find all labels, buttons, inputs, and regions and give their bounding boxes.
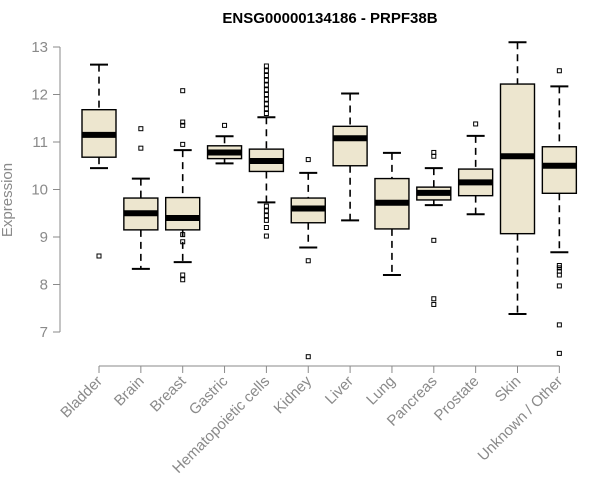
outlier-point xyxy=(431,149,437,155)
outlier-point xyxy=(263,82,269,88)
y-tick-label: 8 xyxy=(40,277,48,294)
chart-title: ENSG00000134186 - PRPF38B xyxy=(222,10,437,27)
outlier-point xyxy=(556,322,562,328)
outlier-point xyxy=(556,283,562,289)
x-tick-label: Bladder xyxy=(57,373,106,422)
outlier-point xyxy=(180,119,186,125)
outlier-point xyxy=(180,272,186,278)
box-rect xyxy=(541,146,578,194)
outlier-point xyxy=(263,217,269,223)
y-tick-label: 13 xyxy=(31,39,48,56)
outlier-point xyxy=(556,263,562,268)
outlier-point xyxy=(96,253,102,259)
outlier-point xyxy=(556,268,562,274)
outlier-point xyxy=(305,157,311,163)
box-breast xyxy=(164,88,201,283)
x-tick-label: Skin xyxy=(492,373,525,406)
y-tick-label: 9 xyxy=(40,229,48,246)
x-tick-label: Breast xyxy=(147,372,190,415)
boxes-group xyxy=(81,41,578,360)
outlier-point xyxy=(263,77,269,83)
outlier-point xyxy=(263,225,269,230)
y-tick-label: 12 xyxy=(31,87,48,104)
outlier-point xyxy=(556,68,562,74)
box-liver xyxy=(332,92,368,222)
outlier-point xyxy=(263,68,269,74)
outlier-point xyxy=(305,258,311,264)
y-axis-label: Expression xyxy=(0,163,16,237)
box-pancreas xyxy=(416,149,452,307)
y-tick-label: 11 xyxy=(32,134,48,151)
outlier-point xyxy=(138,126,144,132)
outlier-point xyxy=(180,141,186,147)
outlier-point xyxy=(263,63,269,69)
box-prostate xyxy=(457,121,494,216)
box-rect xyxy=(332,125,368,167)
x-tick-label: Lung xyxy=(363,373,399,409)
box-gastric xyxy=(206,122,243,165)
outlier-point xyxy=(263,92,269,97)
y-tick-label: 10 xyxy=(31,182,48,199)
outlier-point xyxy=(556,350,562,356)
box-rect xyxy=(164,196,201,231)
box-lung xyxy=(374,151,410,276)
box-bladder xyxy=(81,63,117,259)
outlier-point xyxy=(263,213,269,219)
outlier-point xyxy=(263,73,269,78)
box-unknown-other xyxy=(541,68,578,356)
box-skin xyxy=(499,41,536,315)
outlier-point xyxy=(263,233,269,239)
outlier-point xyxy=(138,145,144,151)
x-tick-label: Prostate xyxy=(431,373,483,425)
box-brain xyxy=(123,126,159,270)
outlier-point xyxy=(180,88,186,94)
outlier-point xyxy=(263,111,269,116)
y-tick-label: 7 xyxy=(40,324,48,341)
y-axis: 7 8 9 10 11 12 13 xyxy=(31,39,61,341)
outlier-point xyxy=(263,106,269,112)
box-kidney xyxy=(290,157,326,360)
outlier-point xyxy=(263,203,269,209)
outlier-point xyxy=(263,96,269,102)
outlier-point xyxy=(431,237,437,243)
outlier-point xyxy=(180,122,186,128)
outlier-point xyxy=(473,121,479,127)
outlier-point xyxy=(222,122,228,128)
x-tick-label: Brain xyxy=(111,373,148,410)
outlier-point xyxy=(305,354,311,360)
outlier-point xyxy=(180,232,186,238)
outlier-point xyxy=(431,301,437,307)
outlier-point xyxy=(431,296,437,302)
outlier-point xyxy=(263,87,269,93)
outlier-point xyxy=(263,208,269,214)
x-tick-label: Liver xyxy=(322,373,357,408)
x-tick-label: Kidney xyxy=(271,372,316,417)
outlier-point xyxy=(180,277,186,283)
outlier-point xyxy=(263,101,269,107)
box-hematopoietic-cells xyxy=(248,63,285,239)
outlier-point xyxy=(180,239,186,245)
